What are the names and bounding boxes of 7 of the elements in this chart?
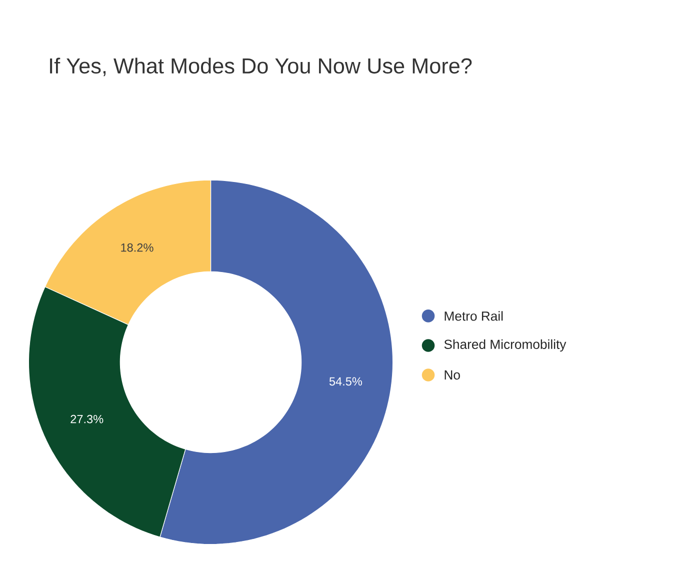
- data-label: 18.2%: [121, 244, 154, 252]
- legend-label: Shared Micromobility: [444, 339, 566, 352]
- legend-label: No: [444, 370, 460, 380]
- legend-label: Metro Rail: [444, 311, 503, 321]
- chart-title: If Yes, What Modes Do You Now Use More?: [50, 58, 472, 76]
- data-label: 54.5%: [329, 377, 362, 386]
- data-label: 27.3%: [70, 415, 104, 424]
